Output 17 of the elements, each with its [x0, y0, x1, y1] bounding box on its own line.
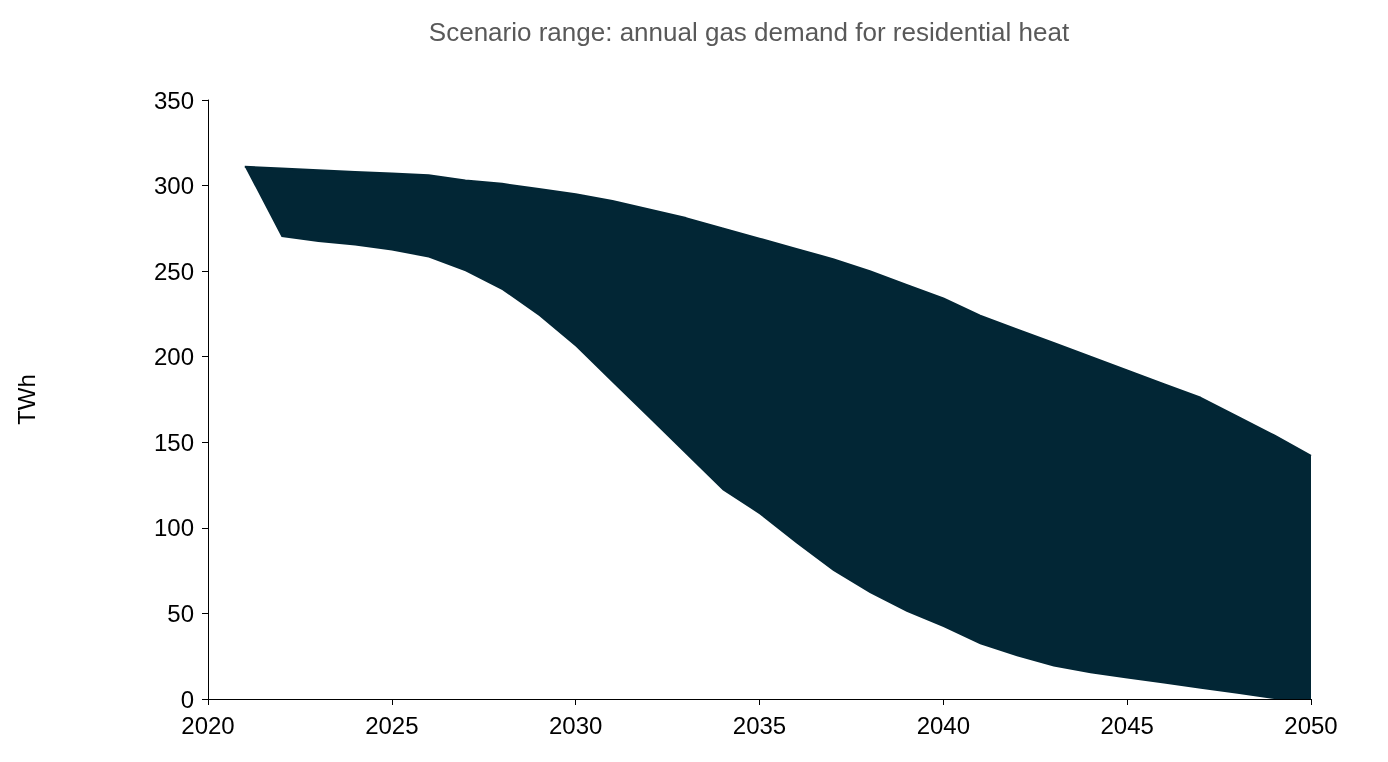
- y-tick-label: 300: [153, 172, 194, 200]
- y-tick-label: 250: [153, 257, 194, 285]
- x-tick-label: 2025: [365, 711, 419, 739]
- y-axis-title: TWh: [12, 374, 40, 425]
- x-tick-label: 2020: [181, 711, 235, 739]
- chart-title: Scenario range: annual gas demand for residential heat: [428, 17, 1070, 47]
- y-tick-label: 350: [153, 86, 194, 114]
- x-tick-label: 2030: [548, 711, 603, 739]
- y-tick-label: 50: [167, 599, 194, 627]
- x-tick-label: 2045: [1100, 711, 1154, 739]
- y-tick-label: 200: [153, 343, 194, 371]
- y-tick-label: 100: [153, 514, 194, 542]
- x-tick-label: 2050: [1284, 711, 1338, 739]
- y-tick-label: 0: [180, 685, 194, 713]
- y-tick-label: 150: [153, 428, 194, 456]
- x-tick-label: 2040: [916, 711, 971, 739]
- x-tick-label: 2035: [732, 711, 787, 739]
